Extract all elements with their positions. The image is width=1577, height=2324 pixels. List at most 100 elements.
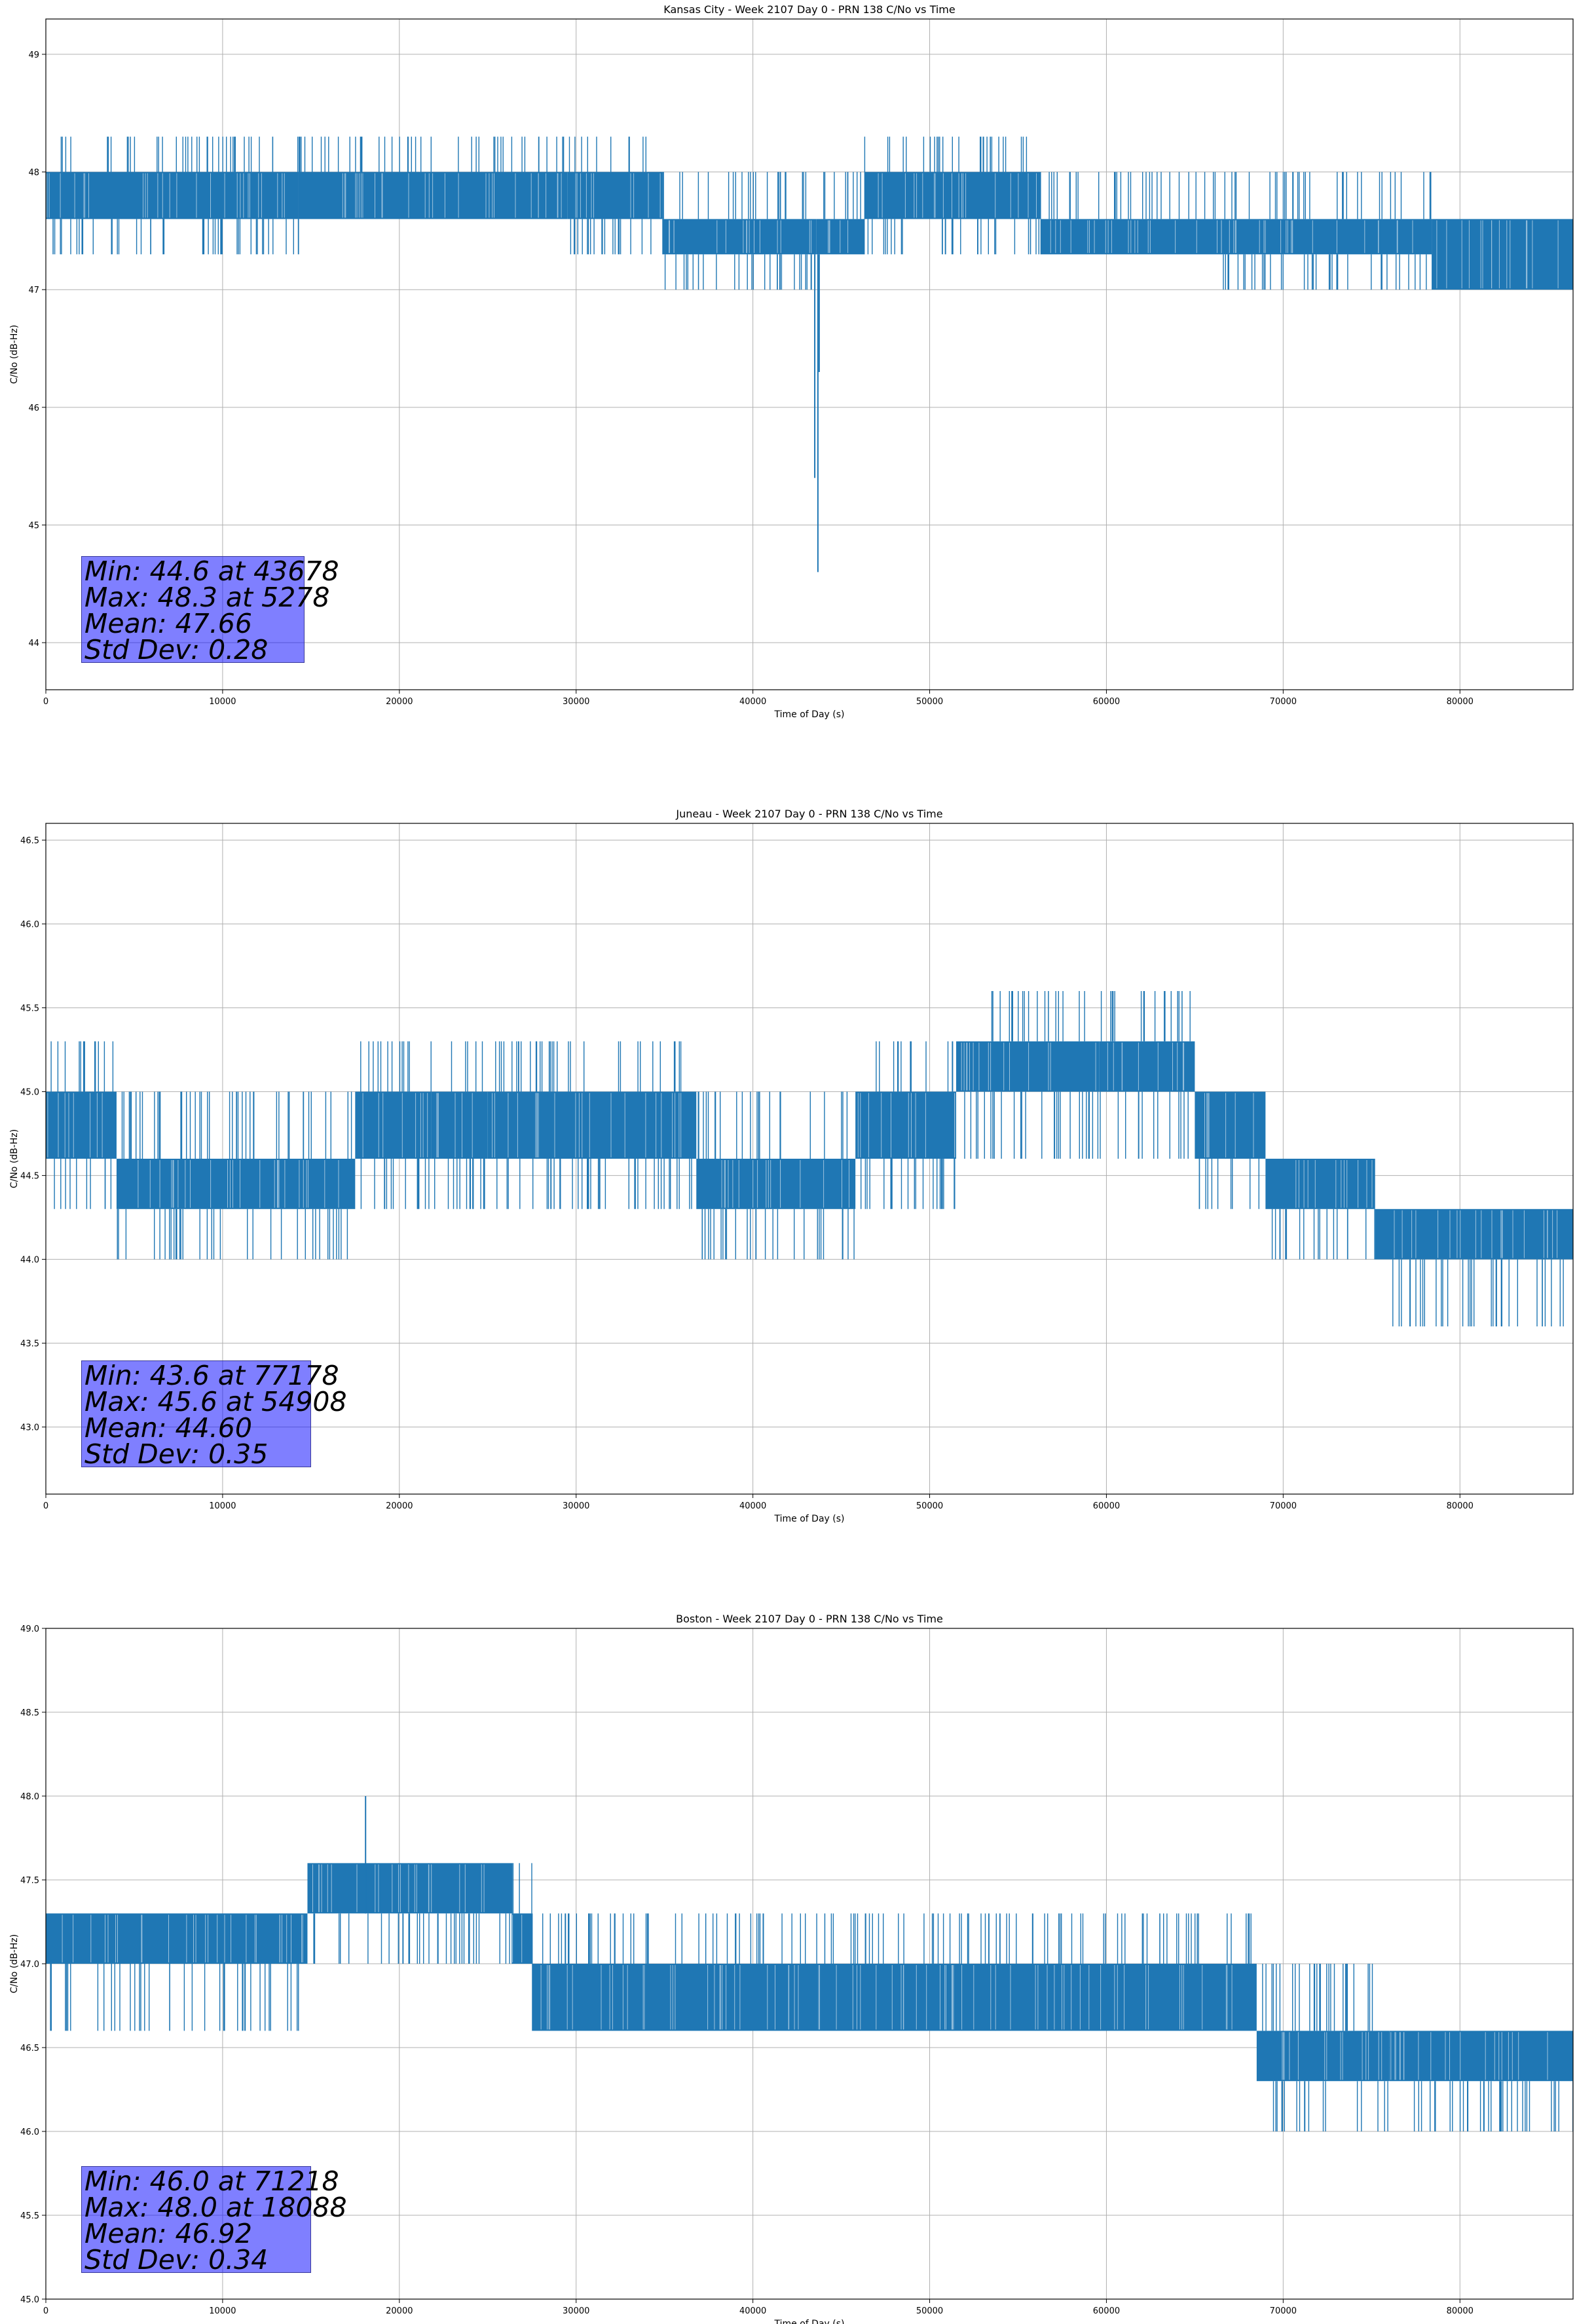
kansas-city-plot: 0 10000 20000 30000 40000 50000 60000 70000 8000… — [9, 3, 1574, 720]
data-spikes — [568, 136, 663, 255]
data-gaps — [46, 173, 285, 218]
data-band — [487, 1091, 697, 1159]
y-tick-label: 48 — [28, 168, 39, 178]
y-tick-label: 46.5 — [20, 836, 39, 846]
x-tick-label: 0 — [43, 1501, 48, 1511]
y-axis-label: C/No (dB-Hz) — [9, 1129, 20, 1188]
data-spikes — [117, 1091, 352, 1260]
data-spikes — [964, 991, 1099, 1159]
x-axis-label: Time of Day (s) — [774, 709, 845, 720]
x-tick-label: 30000 — [563, 697, 589, 707]
x-tick-label: 80000 — [1447, 1501, 1474, 1511]
data-gaps — [1394, 1210, 1558, 1258]
data-spikes — [1048, 172, 1216, 219]
data-gaps — [47, 1093, 103, 1157]
x-tick-label: 50000 — [916, 697, 943, 707]
data-spikes — [50, 1964, 299, 2031]
data-gaps — [342, 173, 562, 218]
data-band — [46, 172, 299, 219]
data-spikes — [663, 172, 816, 290]
data-band — [855, 1091, 957, 1159]
data-gaps — [1050, 220, 1217, 253]
y-tick-label: 46 — [28, 403, 39, 413]
data-spikes — [1271, 1209, 1375, 1260]
data-gaps — [1221, 220, 1413, 253]
y-tick-label: 45.5 — [20, 2211, 39, 2221]
data-band — [431, 1091, 488, 1159]
x-tick-label: 10000 — [209, 697, 236, 707]
data-band — [662, 219, 817, 255]
y-tick-label: 46.0 — [20, 2127, 39, 2137]
y-tick-label: 45 — [28, 521, 39, 531]
data-gaps — [1282, 2032, 1382, 2080]
data-band — [46, 1091, 117, 1159]
data-gaps — [828, 220, 849, 253]
data-gaps — [721, 1160, 849, 1208]
data-spikes — [1223, 172, 1432, 290]
data-spikes — [864, 136, 1042, 255]
x-tick-label: 60000 — [1093, 697, 1120, 707]
y-tick-label: 43.0 — [20, 1423, 39, 1433]
data-gaps — [436, 1093, 473, 1157]
data-band — [355, 1091, 432, 1159]
y-tick-label: 45.5 — [20, 1004, 39, 1014]
data-gaps — [1295, 1160, 1373, 1208]
data-band — [1099, 1041, 1195, 1092]
data-gaps — [62, 1915, 303, 1962]
data-gaps — [492, 1093, 682, 1157]
stats-min: Min: 44.6 at 43678 — [84, 555, 339, 587]
data-band — [1256, 2031, 1390, 2082]
y-tick-label: 44.0 — [20, 1256, 39, 1265]
stats-min: Min: 46.0 at 71218 — [84, 2165, 339, 2197]
y-tick-label: 48.5 — [20, 1708, 39, 1718]
stats-std-dev: Std Dev: 0.28 — [84, 634, 269, 665]
data-band — [567, 172, 663, 219]
x-tick-label: 30000 — [563, 1501, 589, 1511]
x-tick-label: 80000 — [1447, 2306, 1474, 2316]
data-band — [956, 1041, 1100, 1092]
data-band — [696, 1159, 856, 1209]
data-spikes — [697, 1091, 855, 1260]
x-tick-label: 60000 — [1093, 2306, 1120, 2316]
data-band — [116, 1159, 356, 1209]
data-trace — [46, 136, 1573, 572]
data-band — [307, 1863, 513, 1914]
data-gaps — [961, 1042, 1096, 1091]
data-spikes — [52, 136, 299, 255]
x-tick-label: 60000 — [1093, 1501, 1120, 1511]
data-spikes — [1100, 991, 1191, 1159]
y-tick-label: 48.0 — [20, 1792, 39, 1802]
x-tick-label: 40000 — [739, 1501, 766, 1511]
data-gaps — [362, 1093, 428, 1157]
data-gaps — [857, 1093, 955, 1157]
y-tick-label: 46.0 — [20, 920, 39, 930]
data-spikes — [1413, 2081, 1574, 2131]
x-tick-label: 30000 — [563, 2306, 589, 2316]
data-gaps — [669, 220, 812, 253]
boston-stats-box: Min: 46.0 at 71218 Max: 48.0 at 18088 Me… — [81, 2165, 347, 2274]
data-band — [1432, 219, 1573, 290]
data-spikes — [823, 172, 861, 219]
chart-title: Boston - Week 2107 Day 0 - PRN 138 C/No … — [676, 1613, 943, 1625]
data-band — [512, 1913, 532, 1964]
x-tick-label: 20000 — [386, 1501, 413, 1511]
x-tick-label: 50000 — [916, 2306, 943, 2316]
x-tick-label: 20000 — [386, 2306, 413, 2316]
y-tick-label: 45.0 — [20, 2295, 39, 2305]
data-gaps — [575, 173, 661, 218]
y-tick-label: 49.0 — [20, 1624, 39, 1634]
x-tick-label: 20000 — [386, 697, 413, 707]
data-gaps — [540, 1965, 1233, 2030]
stats-max: Max: 48.0 at 18088 — [84, 2192, 347, 2223]
x-tick-label: 50000 — [916, 1501, 943, 1511]
data-gaps — [312, 1864, 485, 1913]
stats-max: Max: 45.6 at 54908 — [84, 1386, 347, 1417]
data-gaps — [878, 173, 1037, 218]
x-tick-label: 10000 — [209, 1501, 236, 1511]
stats-min: Min: 43.6 at 77178 — [84, 1360, 339, 1391]
y-tick-label: 47 — [28, 286, 39, 295]
data-gaps — [138, 1160, 339, 1208]
juneau-plot: 0 10000 20000 30000 40000 50000 60000 70000 8000… — [9, 808, 1574, 1524]
y-tick-label: 44.5 — [20, 1172, 39, 1182]
